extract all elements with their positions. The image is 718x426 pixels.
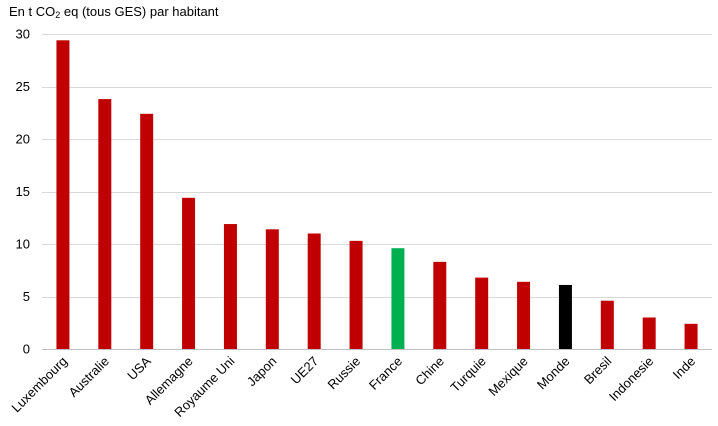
bars [56, 40, 698, 350]
chart-title-subscript: 2 [55, 10, 61, 20]
bar [98, 99, 112, 349]
x-tick-label: USA [124, 353, 154, 383]
bar [475, 277, 489, 349]
x-tick-label: Russie [324, 354, 363, 393]
bar [433, 261, 447, 349]
x-tick-label: Turquie [447, 354, 488, 395]
gridlines [42, 34, 712, 350]
y-tick-label: 30 [16, 27, 30, 42]
x-tick-label: Australie [66, 354, 112, 400]
chart-title: En t CO2 eq (tous GES) par habitant [9, 4, 219, 20]
bar [182, 197, 196, 349]
x-tick-label: Mexique [485, 354, 530, 399]
y-tick-label: 10 [16, 237, 30, 252]
x-tick-label: Japon [244, 354, 280, 390]
x-tick-label: UE27 [288, 354, 322, 388]
x-tick-label: Monde [534, 354, 573, 393]
x-tick-label: France [366, 354, 405, 393]
x-tick-label: Chine [412, 354, 447, 389]
y-tick-label: 25 [16, 79, 30, 94]
bar [642, 317, 656, 349]
bar [391, 248, 405, 349]
chart-title-prefix: En t CO [9, 4, 56, 19]
bar [265, 229, 279, 349]
y-tick-label: 0 [23, 342, 30, 357]
bar [56, 40, 70, 350]
bar [349, 240, 363, 349]
y-tick-label: 5 [23, 289, 30, 304]
x-tick-label: Luxembourg [8, 354, 70, 416]
chart-title-suffix: eq (tous GES) par habitant [60, 4, 219, 19]
x-tick-label: Inde [670, 354, 699, 383]
bar [684, 323, 698, 349]
y-tick-label: 20 [16, 132, 30, 147]
x-tick-label: Bresil [581, 353, 615, 387]
y-tick-label: 15 [16, 184, 30, 199]
bar [307, 233, 321, 349]
bar [223, 224, 237, 349]
bar [600, 300, 614, 349]
x-tick-label: Indonesie [606, 354, 656, 404]
bar [558, 284, 572, 349]
bar [140, 113, 154, 349]
bar [517, 281, 531, 349]
y-axis-ticks: 0 5 10 15 20 25 30 [16, 27, 30, 357]
